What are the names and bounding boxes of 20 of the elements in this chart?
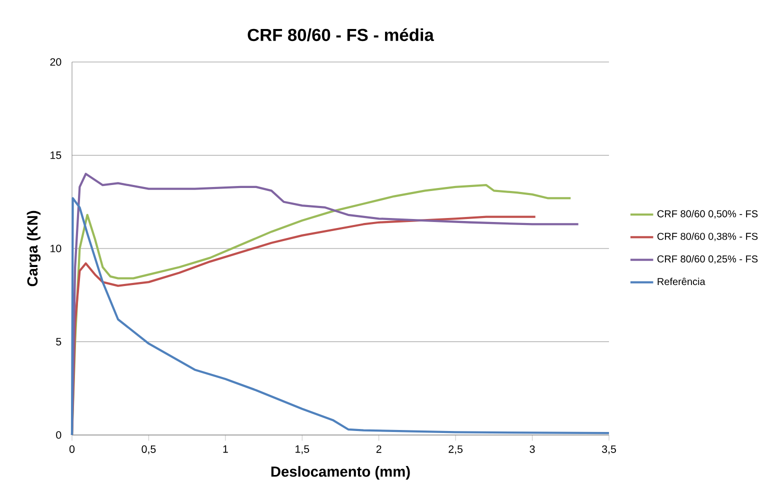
y-axis-title: Carga (KN) [26, 210, 41, 286]
x-axis-title: Deslocamento (mm) [271, 466, 410, 480]
x-tick-label: 1 [223, 445, 228, 453]
legend-label: CRF 80/60 0,50% - FS [657, 210, 758, 218]
y-tick-label: 0 [56, 431, 62, 439]
y-tick-label: 10 [50, 244, 62, 252]
x-tick-label: 0 [69, 445, 75, 453]
y-tick-label: 15 [50, 152, 62, 159]
y-tick-label: 5 [56, 338, 62, 346]
x-tick-label: 2 [376, 445, 382, 453]
legend-label: Referência [658, 278, 706, 286]
x-tick-label: 0,5 [142, 445, 156, 454]
x-tick-label: 3 [530, 445, 535, 453]
legend-label: CRF 80/60 0,38% - FS [657, 232, 758, 242]
y-tick-label: 20 [50, 58, 62, 66]
x-tick-label: 2,5 [448, 445, 463, 454]
x-tick-label: 1,5 [296, 445, 310, 454]
x-tick-label: 3,5 [602, 445, 616, 454]
chart-title: CRF 80/60 - FS - média [248, 28, 434, 42]
legend-label: CRF 80/60 0,25% - FS [657, 255, 758, 264]
